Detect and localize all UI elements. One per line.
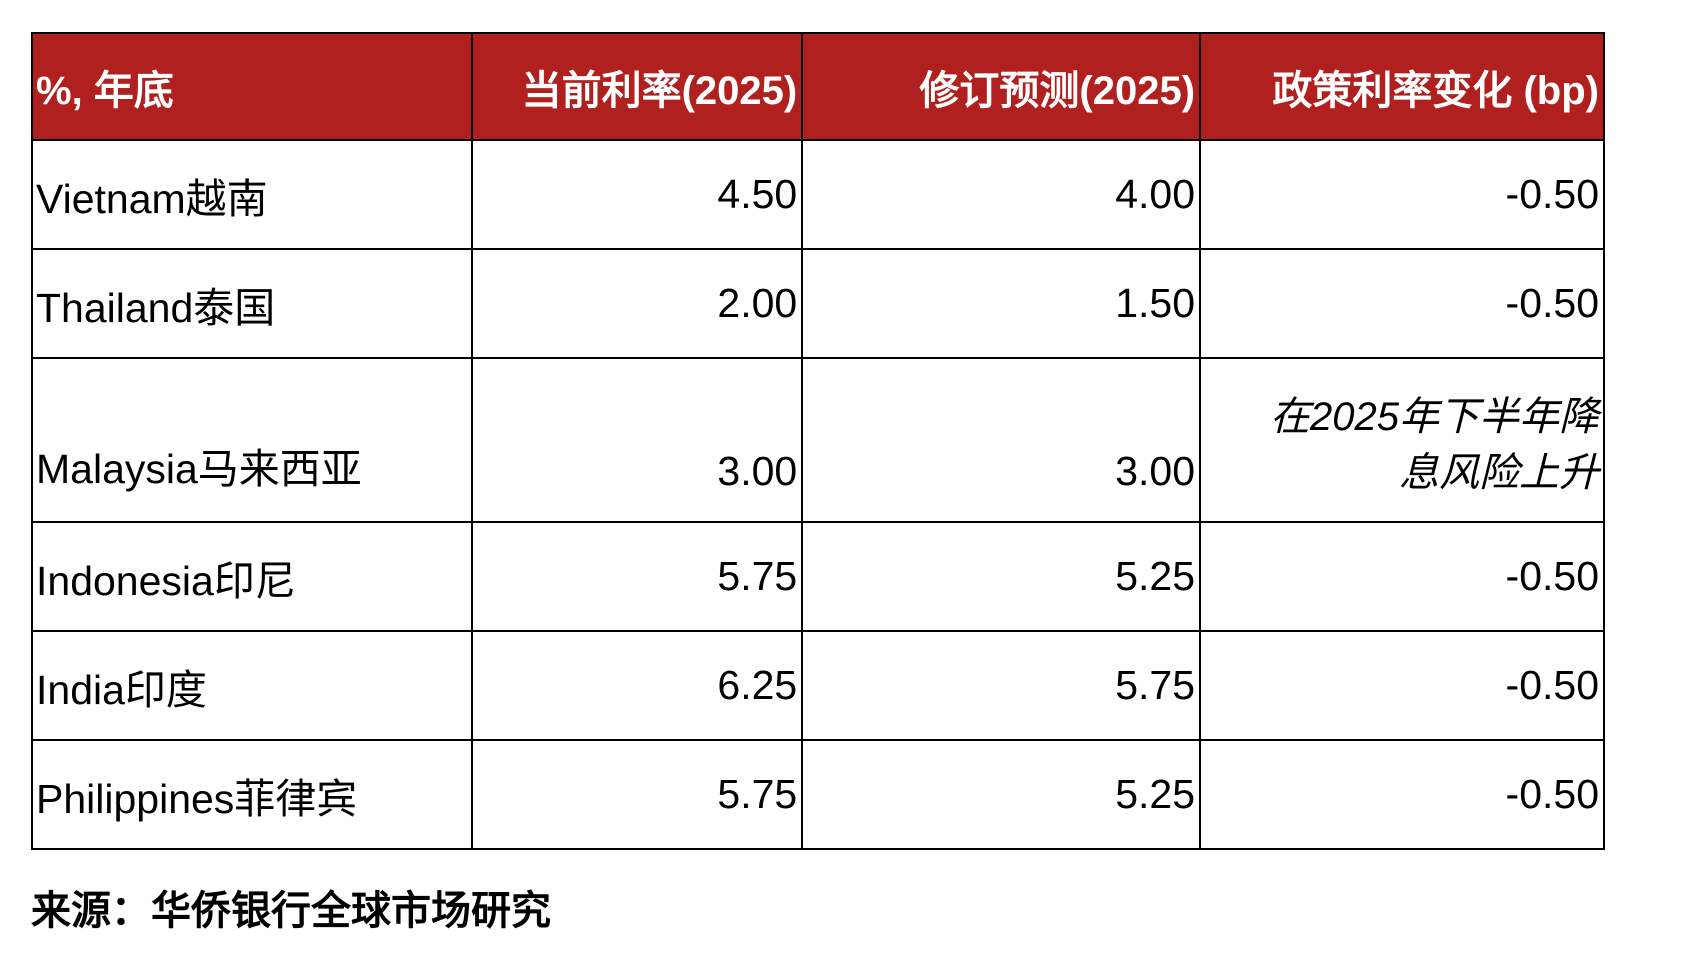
country-cell: Thailand泰国 [31,248,473,359]
interest-rate-table: %, 年底 当前利率(2025) 修订预测(2025) 政策利率变化 (bp) … [31,32,1605,850]
table-row: Philippines菲律宾 5.75 5.25 -0.50 [31,739,1605,850]
current-rate-cell: 3.00 [470,357,804,523]
country-cell: Indonesia印尼 [31,521,473,632]
revised-forecast-cell: 1.50 [801,248,1202,359]
revised-forecast-cell: 3.00 [801,357,1202,523]
revised-forecast-cell: 5.25 [801,521,1202,632]
table-row: Malaysia马来西亚 3.00 3.00 在2025年下半年降 息风险上升 [31,357,1605,523]
rate-change-note-line-1: 在2025年下半年降 [1270,395,1599,439]
current-rate-cell: 2.00 [470,248,804,359]
revised-forecast-cell: 4.00 [801,139,1202,250]
country-cell: Vietnam越南 [31,139,473,250]
country-cell: Malaysia马来西亚 [31,357,473,523]
table-row: Indonesia印尼 5.75 5.25 -0.50 [31,521,1605,632]
revised-forecast-cell: 5.25 [801,739,1202,850]
current-rate-cell: 6.25 [470,630,804,741]
table-header: %, 年底 当前利率(2025) 修订预测(2025) 政策利率变化 (bp) [31,32,1605,141]
rate-change-note-line-2: 息风险上升 [1399,451,1599,495]
country-cell: India印度 [31,630,473,741]
header-row: %, 年底 当前利率(2025) 修订预测(2025) 政策利率变化 (bp) [31,32,1605,141]
revised-forecast-cell: 5.75 [801,630,1202,741]
table-row: India印度 6.25 5.75 -0.50 [31,630,1605,741]
current-rate-cell: 5.75 [470,521,804,632]
header-current-rate: 当前利率(2025) [470,32,804,141]
rate-change-cell: -0.50 [1199,139,1605,250]
table-row: Thailand泰国 2.00 1.50 -0.50 [31,248,1605,359]
source-note: 来源：华侨银行全球市场研究 [31,889,551,933]
table-body: Vietnam越南 4.50 4.00 -0.50 Thailand泰国 2.0… [31,139,1605,850]
current-rate-cell: 4.50 [470,139,804,250]
header-revised-forecast: 修订预测(2025) [801,32,1202,141]
rate-change-cell: -0.50 [1199,630,1605,741]
current-rate-cell: 5.75 [470,739,804,850]
rate-change-note-cell: 在2025年下半年降 息风险上升 [1199,357,1605,523]
rate-change-cell: -0.50 [1199,248,1605,359]
header-policy-rate-change: 政策利率变化 (bp) [1199,32,1605,141]
country-cell: Philippines菲律宾 [31,739,473,850]
header-unit-year-end: %, 年底 [31,32,473,141]
rate-change-cell: -0.50 [1199,521,1605,632]
rate-change-cell: -0.50 [1199,739,1605,850]
table-row: Vietnam越南 4.50 4.00 -0.50 [31,139,1605,250]
